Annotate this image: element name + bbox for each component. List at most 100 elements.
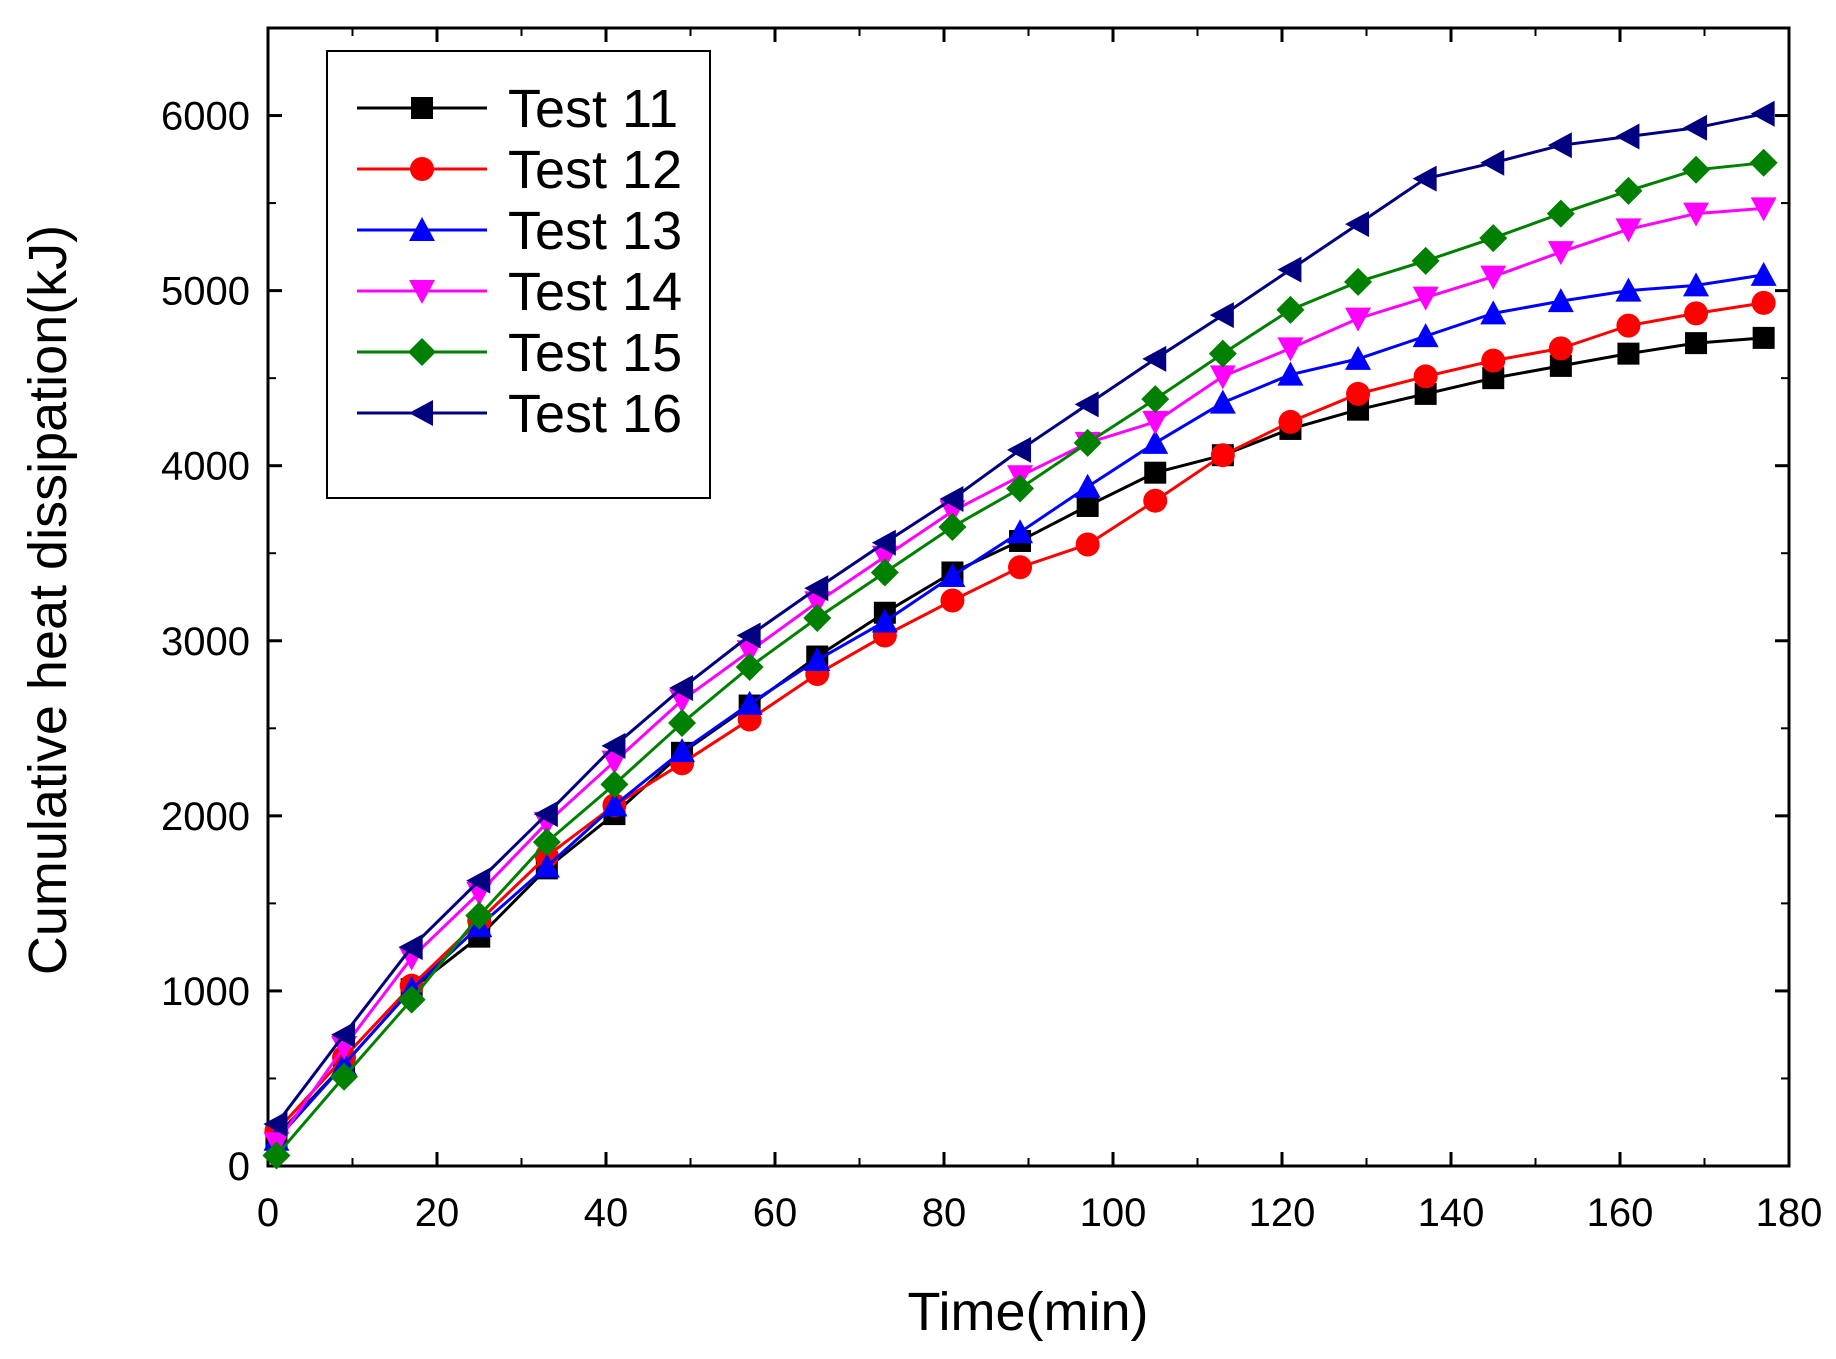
data-point [736,622,761,649]
data-point [601,732,626,759]
data-point [1546,199,1575,228]
legend-item: Test 13 [357,201,682,261]
data-point [1614,176,1643,205]
x-tick-label: 80 [922,1191,967,1235]
data-point [262,1141,291,1170]
data-point [1208,339,1237,368]
legend-box [326,50,711,499]
data-point [870,558,899,587]
data-point [1750,197,1777,222]
data-point [1413,364,1438,389]
data-point [1008,555,1033,580]
y-tick-label: 5000 [161,270,250,314]
y-axis-title: Cumulative heat dissipation(kJ) [18,225,78,975]
x-tick-label: 120 [1249,1191,1316,1235]
data-point [1209,302,1234,329]
data-point [1209,389,1236,414]
data-point [533,801,558,828]
x-tick-label: 180 [1756,1191,1823,1235]
data-point [1209,365,1236,390]
data-point [1141,385,1170,414]
legend-label: Test 11 [508,79,678,139]
data-point [1142,410,1169,435]
data-point [803,604,832,633]
data-point [1480,300,1507,325]
data-point [465,901,494,930]
y-tick-label: 2000 [161,795,250,839]
data-point [397,985,426,1014]
data-point [735,653,764,682]
series-test-15 [262,148,1778,1170]
data-point [466,867,491,894]
data-point [669,675,694,702]
data-point [1346,381,1371,406]
data-point [1480,265,1507,290]
data-point [736,690,763,715]
data-point [1751,290,1776,315]
data-point [1750,100,1775,127]
data-point [1615,218,1642,243]
legend-marker [409,400,433,426]
data-point [1685,332,1708,355]
x-tick-label: 100 [1080,1191,1147,1235]
data-point [1277,256,1302,283]
x-tick-label: 140 [1418,1191,1485,1235]
data-point [1683,202,1710,227]
data-point [1752,326,1775,349]
series-layer [262,100,1778,1170]
data-point [1142,429,1169,454]
legend-label: Test 14 [508,262,682,322]
data-point [1684,301,1709,326]
data-point [1682,155,1711,184]
data-point [1615,123,1640,150]
legend-label: Test 15 [508,323,682,383]
data-point [1276,295,1305,324]
x-tick-label: 20 [415,1191,460,1235]
legend-item: Test 12 [357,140,682,200]
data-point [1482,367,1505,390]
data-point [1750,261,1777,286]
data-point [1749,148,1778,177]
data-point [1548,336,1573,361]
legend-item: Test 14 [357,262,682,322]
data-point [1144,461,1167,484]
data-point [1073,428,1102,457]
legend-label: Test 16 [508,384,682,444]
x-tick-label: 160 [1587,1191,1654,1235]
y-tick-label: 0 [228,1145,250,1189]
data-point [1617,342,1640,365]
data-point [939,562,966,587]
data-point [1074,473,1101,498]
data-point [1345,307,1372,332]
data-point [263,1110,288,1137]
data-point [1075,532,1100,557]
data-point [1683,114,1708,141]
data-point [940,588,965,613]
data-point [1007,519,1034,544]
data-point [532,828,561,857]
data-point [871,608,898,633]
data-point [1143,488,1168,513]
data-point [1411,246,1440,275]
legend-marker [408,338,436,366]
data-point [1007,436,1032,463]
data-point [1278,409,1303,434]
data-point [1479,224,1508,253]
legend-marker [409,217,435,241]
data-point [330,1062,359,1091]
data-point [1344,267,1373,296]
legend-marker [409,280,435,304]
data-point [1616,313,1641,338]
series-test-16 [263,100,1775,1137]
data-point [804,647,831,672]
data-point [600,770,629,799]
legend-label: Test 12 [508,140,682,200]
data-point [1210,443,1235,468]
data-point [1076,494,1099,517]
data-point [1547,132,1572,159]
data-point [1481,348,1506,373]
legend-item: Test 16 [357,384,682,444]
data-point [668,709,697,738]
